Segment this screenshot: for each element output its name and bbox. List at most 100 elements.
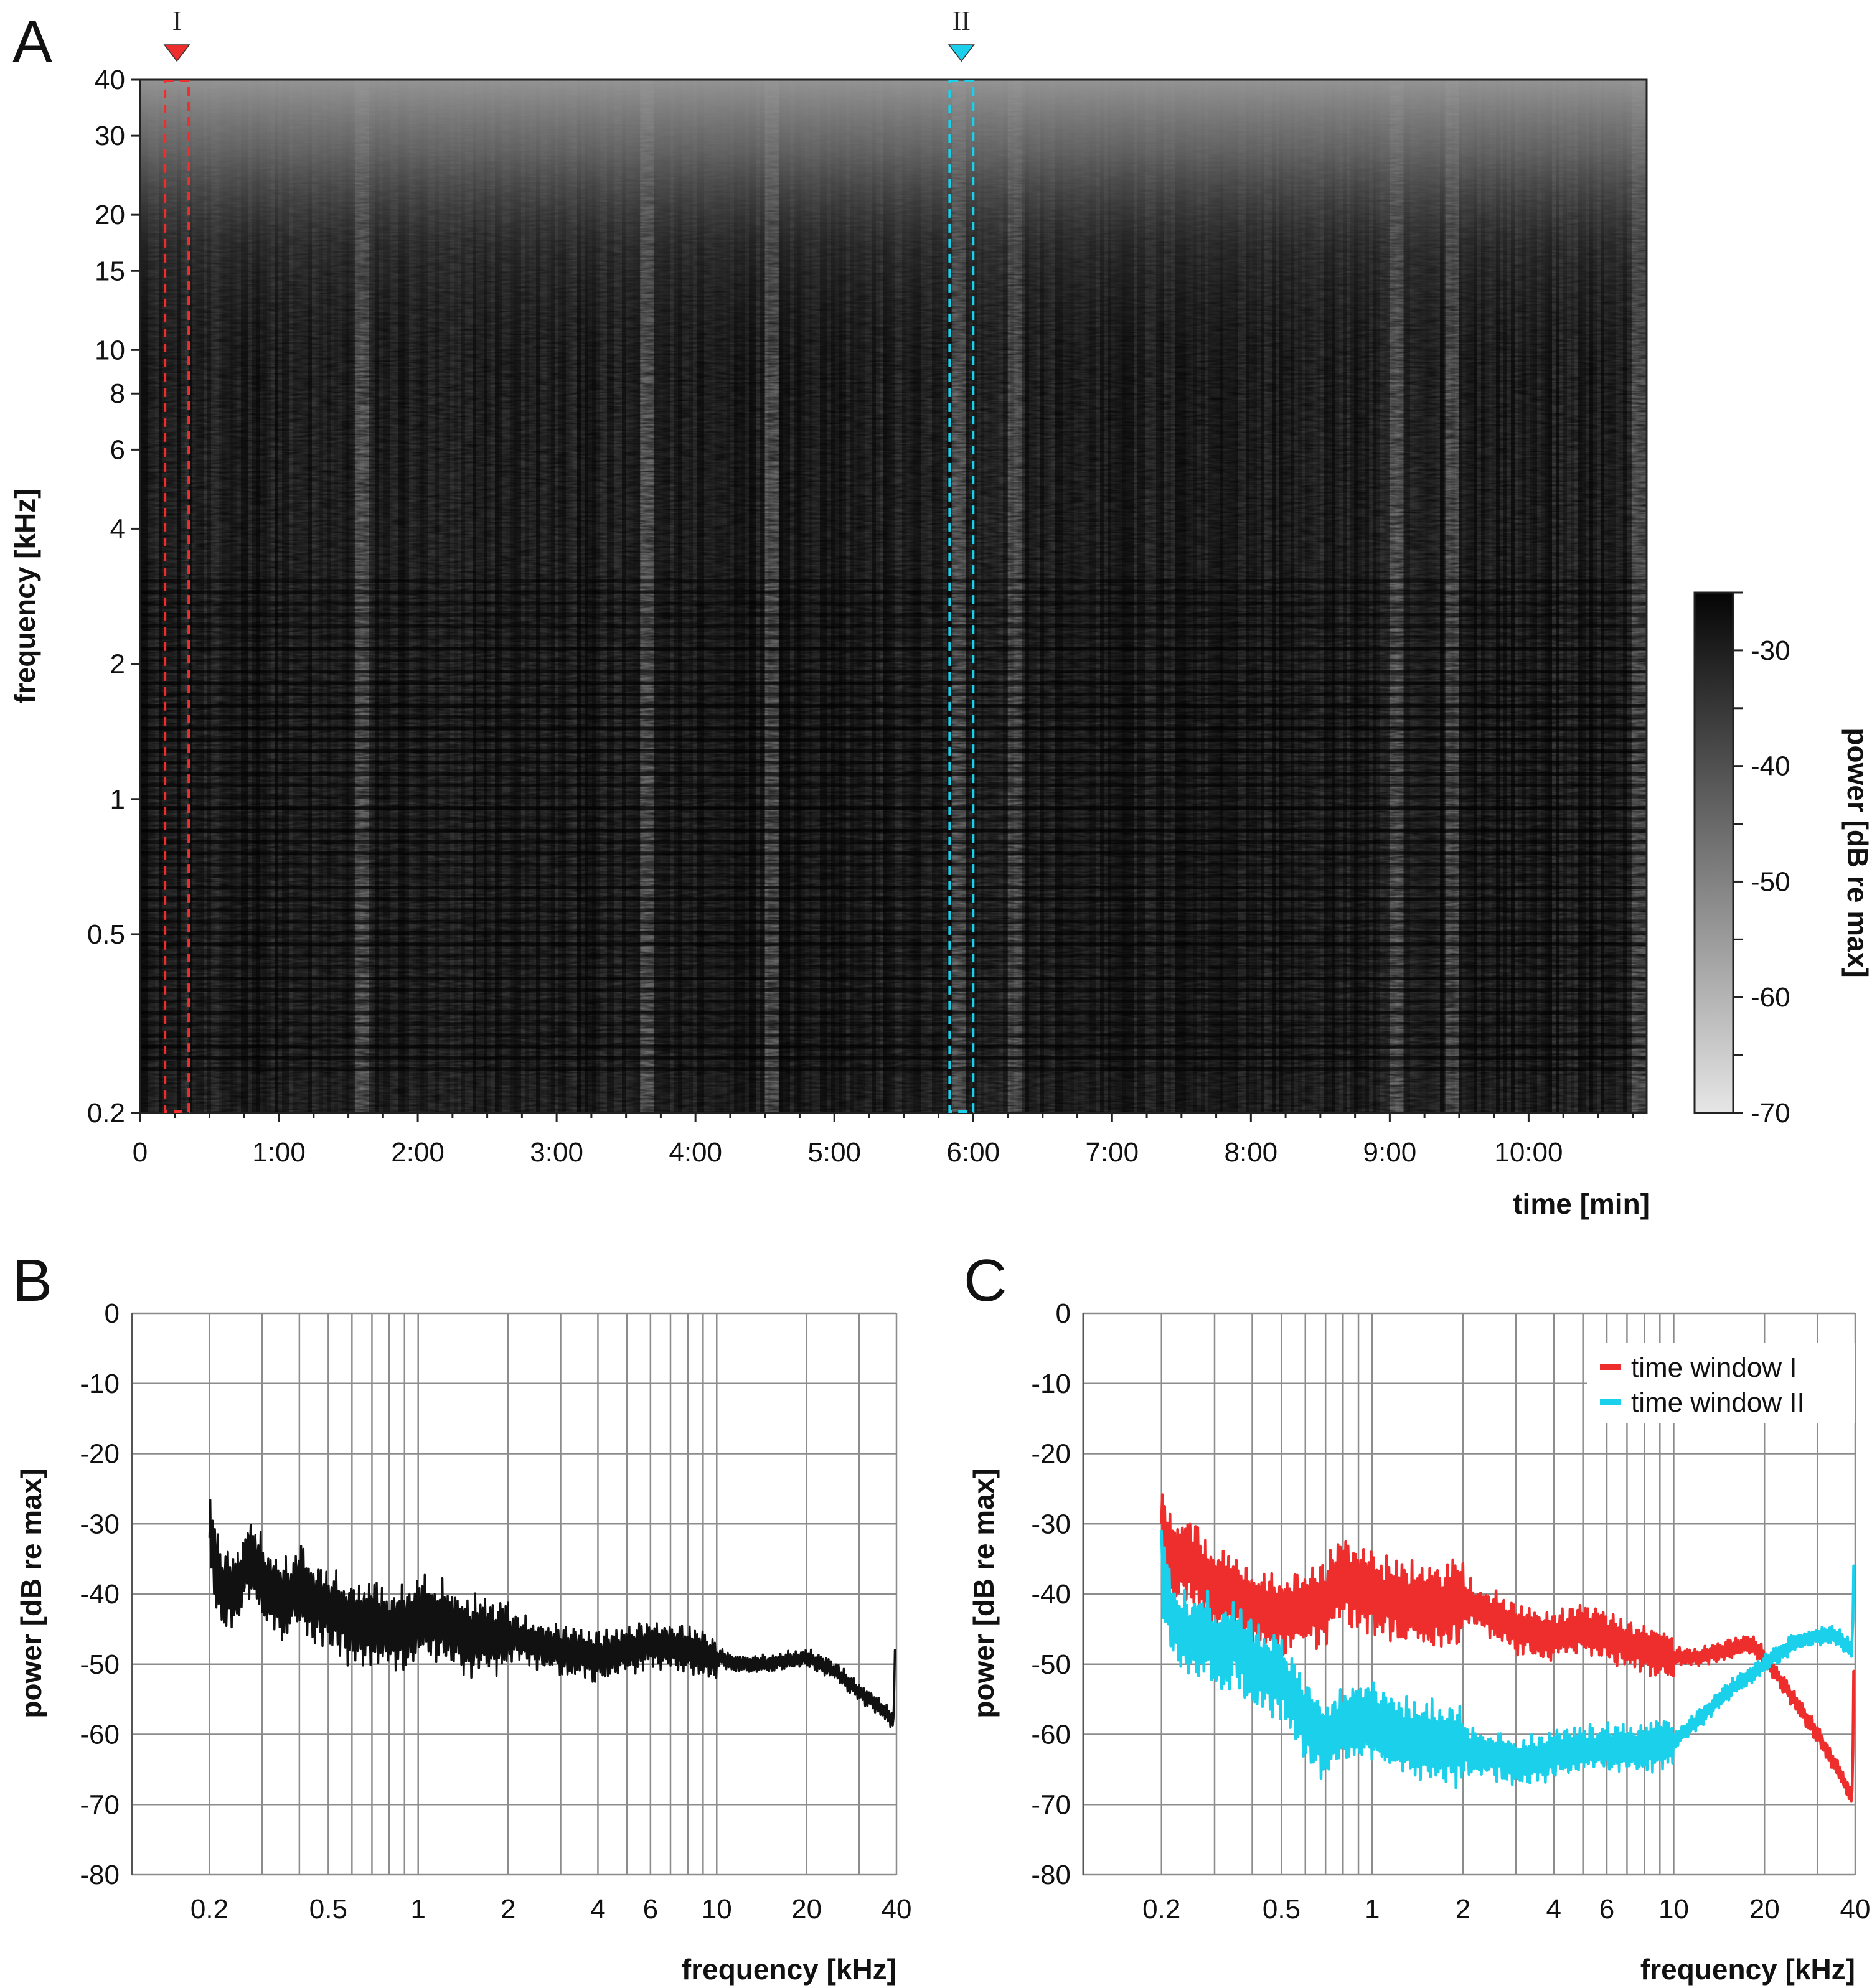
y-tick-label: 0.5 — [87, 919, 125, 950]
x-tick-label: 6 — [1599, 1894, 1614, 1925]
colorbar-tick-label: -40 — [1751, 751, 1790, 782]
colorbar: -30 -40 -50 -60 -70 power [dB re max] — [1693, 591, 1872, 1128]
x-tick-label: 0.2 — [190, 1894, 228, 1925]
x-tick-label: 0.5 — [309, 1894, 347, 1925]
colorbar-tick-label: -50 — [1751, 866, 1790, 897]
time-window-marker-label: II — [952, 6, 971, 36]
x-tick-label: 1 — [410, 1894, 425, 1925]
x-tick-label: 3:00 — [530, 1137, 583, 1168]
x-tick-label: 7:00 — [1085, 1137, 1139, 1168]
panel-c-spectrum: 0 -10 -20 -30 -40 -50 -60 -70 -80 0.2 0.5 1 2 4 6 10 20 4… — [967, 1298, 1870, 1986]
legend-label-window-i: time window I — [1631, 1353, 1797, 1383]
panel-b-y-label: power [dB re max] — [15, 1468, 47, 1718]
y-tick-label: -60 — [80, 1720, 120, 1750]
x-tick-label: 6:00 — [946, 1137, 1000, 1168]
y-tick-label: 8 — [110, 378, 125, 409]
panel-b-spectrum: 0 -10 -20 -30 -40 -50 -60 -70 -80 0.2 0.5 1 2 4 6 10 20 4… — [15, 1298, 911, 1986]
x-tick-label: 1 — [1365, 1894, 1380, 1925]
panel-letter-a: A — [12, 9, 52, 75]
colorbar-tick-label: -30 — [1751, 635, 1790, 666]
series-line — [1160, 1493, 1856, 1803]
time-window-box — [164, 80, 190, 1113]
y-tick-label: -60 — [1031, 1720, 1071, 1750]
legend-label-window-ii: time window II — [1631, 1387, 1805, 1418]
y-tick-label: -10 — [1031, 1369, 1071, 1399]
panel-c-series — [1160, 1493, 1856, 1803]
legend-background — [1587, 1343, 1855, 1423]
x-tick-label: 10:00 — [1494, 1137, 1563, 1168]
y-tick-label: -50 — [80, 1649, 120, 1680]
y-tick-label: 1 — [110, 784, 125, 815]
y-tick-label: -70 — [1031, 1789, 1071, 1820]
y-tick-label: -70 — [80, 1789, 120, 1820]
colorbar-gradient — [1693, 591, 1734, 1114]
panel-letter-b: B — [12, 1247, 52, 1314]
colorbar-label: power [dB re max] — [1841, 728, 1872, 977]
y-tick-label: -30 — [1031, 1509, 1071, 1539]
y-tick-label: -50 — [1031, 1649, 1071, 1680]
y-tick-label: 6 — [110, 434, 125, 465]
y-tick-label: -30 — [80, 1509, 120, 1539]
y-tick-label: -10 — [80, 1369, 120, 1399]
time-window-marker-label: I — [172, 6, 182, 36]
x-tick-label: 4 — [1546, 1894, 1561, 1925]
x-tick-label: 2:00 — [391, 1137, 444, 1168]
y-tick-label: 0.2 — [87, 1098, 125, 1128]
x-tick-label: 6 — [643, 1894, 658, 1925]
y-tick-label: 4 — [110, 513, 125, 544]
x-tick-label: 40 — [882, 1894, 912, 1925]
y-tick-label: 30 — [95, 121, 125, 151]
y-tick-label: -40 — [1031, 1579, 1071, 1610]
y-tick-label: -80 — [1031, 1860, 1071, 1890]
x-tick-label: 2 — [501, 1894, 515, 1925]
x-tick-label: 1:00 — [252, 1137, 306, 1168]
x-tick-label: 0.2 — [1142, 1894, 1180, 1925]
x-tick-label: 4:00 — [669, 1137, 722, 1168]
panel-letter-c: C — [964, 1247, 1007, 1314]
spectrogram-frame — [139, 78, 1648, 1114]
spectrogram-top-haze — [140, 80, 1647, 1113]
y-tick-label: 0 — [105, 1298, 120, 1329]
y-tick-label: 2 — [110, 649, 125, 680]
x-tick-label: 8:00 — [1225, 1137, 1278, 1168]
panel-b-ticks: 0 -10 -20 -30 -40 -50 -60 -70 -80 0.2 0.5 1 2 4 6 10 20 4… — [80, 1298, 911, 1925]
y-tick-label: 15 — [95, 256, 125, 286]
y-tick-label: -20 — [1031, 1439, 1071, 1470]
y-tick-label: -20 — [80, 1439, 120, 1470]
colorbar-tick-label: -60 — [1751, 982, 1790, 1013]
x-tick-label: 20 — [791, 1894, 822, 1925]
x-tick-label: 2 — [1456, 1894, 1470, 1925]
y-tick-label: -80 — [80, 1860, 120, 1890]
y-tick-label: 0 — [1056, 1298, 1071, 1329]
x-tick-label: 9:00 — [1363, 1137, 1417, 1168]
colorbar-tick-label: -70 — [1751, 1098, 1790, 1128]
x-tick-label: 40 — [1840, 1894, 1871, 1925]
panel-b-series — [208, 1499, 897, 1728]
x-tick-label: 10 — [1658, 1894, 1689, 1925]
time-window-marker — [948, 44, 975, 62]
x-tick-label: 20 — [1749, 1894, 1780, 1925]
colorbar-ticks: -30 -40 -50 -60 -70 — [1733, 591, 1790, 1128]
panel-c-x-label: frequency [kHz] — [1640, 1953, 1855, 1986]
y-tick-label: 20 — [95, 200, 125, 230]
spectrogram-y-label: frequency [kHz] — [9, 489, 41, 703]
x-tick-label: 0 — [133, 1137, 148, 1168]
time-window-boxes: I II — [163, 6, 975, 1113]
time-window-box — [948, 80, 975, 1113]
series-line — [1160, 1530, 1856, 1789]
time-window-marker — [163, 44, 190, 62]
x-tick-label: 4 — [590, 1894, 605, 1925]
panel-b-x-label: frequency [kHz] — [682, 1953, 896, 1986]
y-tick-label: 40 — [95, 65, 125, 95]
panel-c-y-label: power [dB re max] — [967, 1468, 1000, 1718]
y-tick-label: 10 — [95, 335, 125, 365]
spectrogram-x-label: time [min] — [1513, 1188, 1650, 1220]
x-tick-label: 0.5 — [1263, 1894, 1301, 1925]
panel-b-grid — [131, 1312, 898, 1876]
series-line — [208, 1499, 897, 1728]
x-tick-label: 10 — [702, 1894, 732, 1925]
spectrogram-axes: 0.2 0.5 1 2 4 6 8 10 15 20 30 40 0 1:00 2:00 3:00 4:00 5:… — [87, 65, 1634, 1168]
y-tick-label: -40 — [80, 1579, 120, 1610]
